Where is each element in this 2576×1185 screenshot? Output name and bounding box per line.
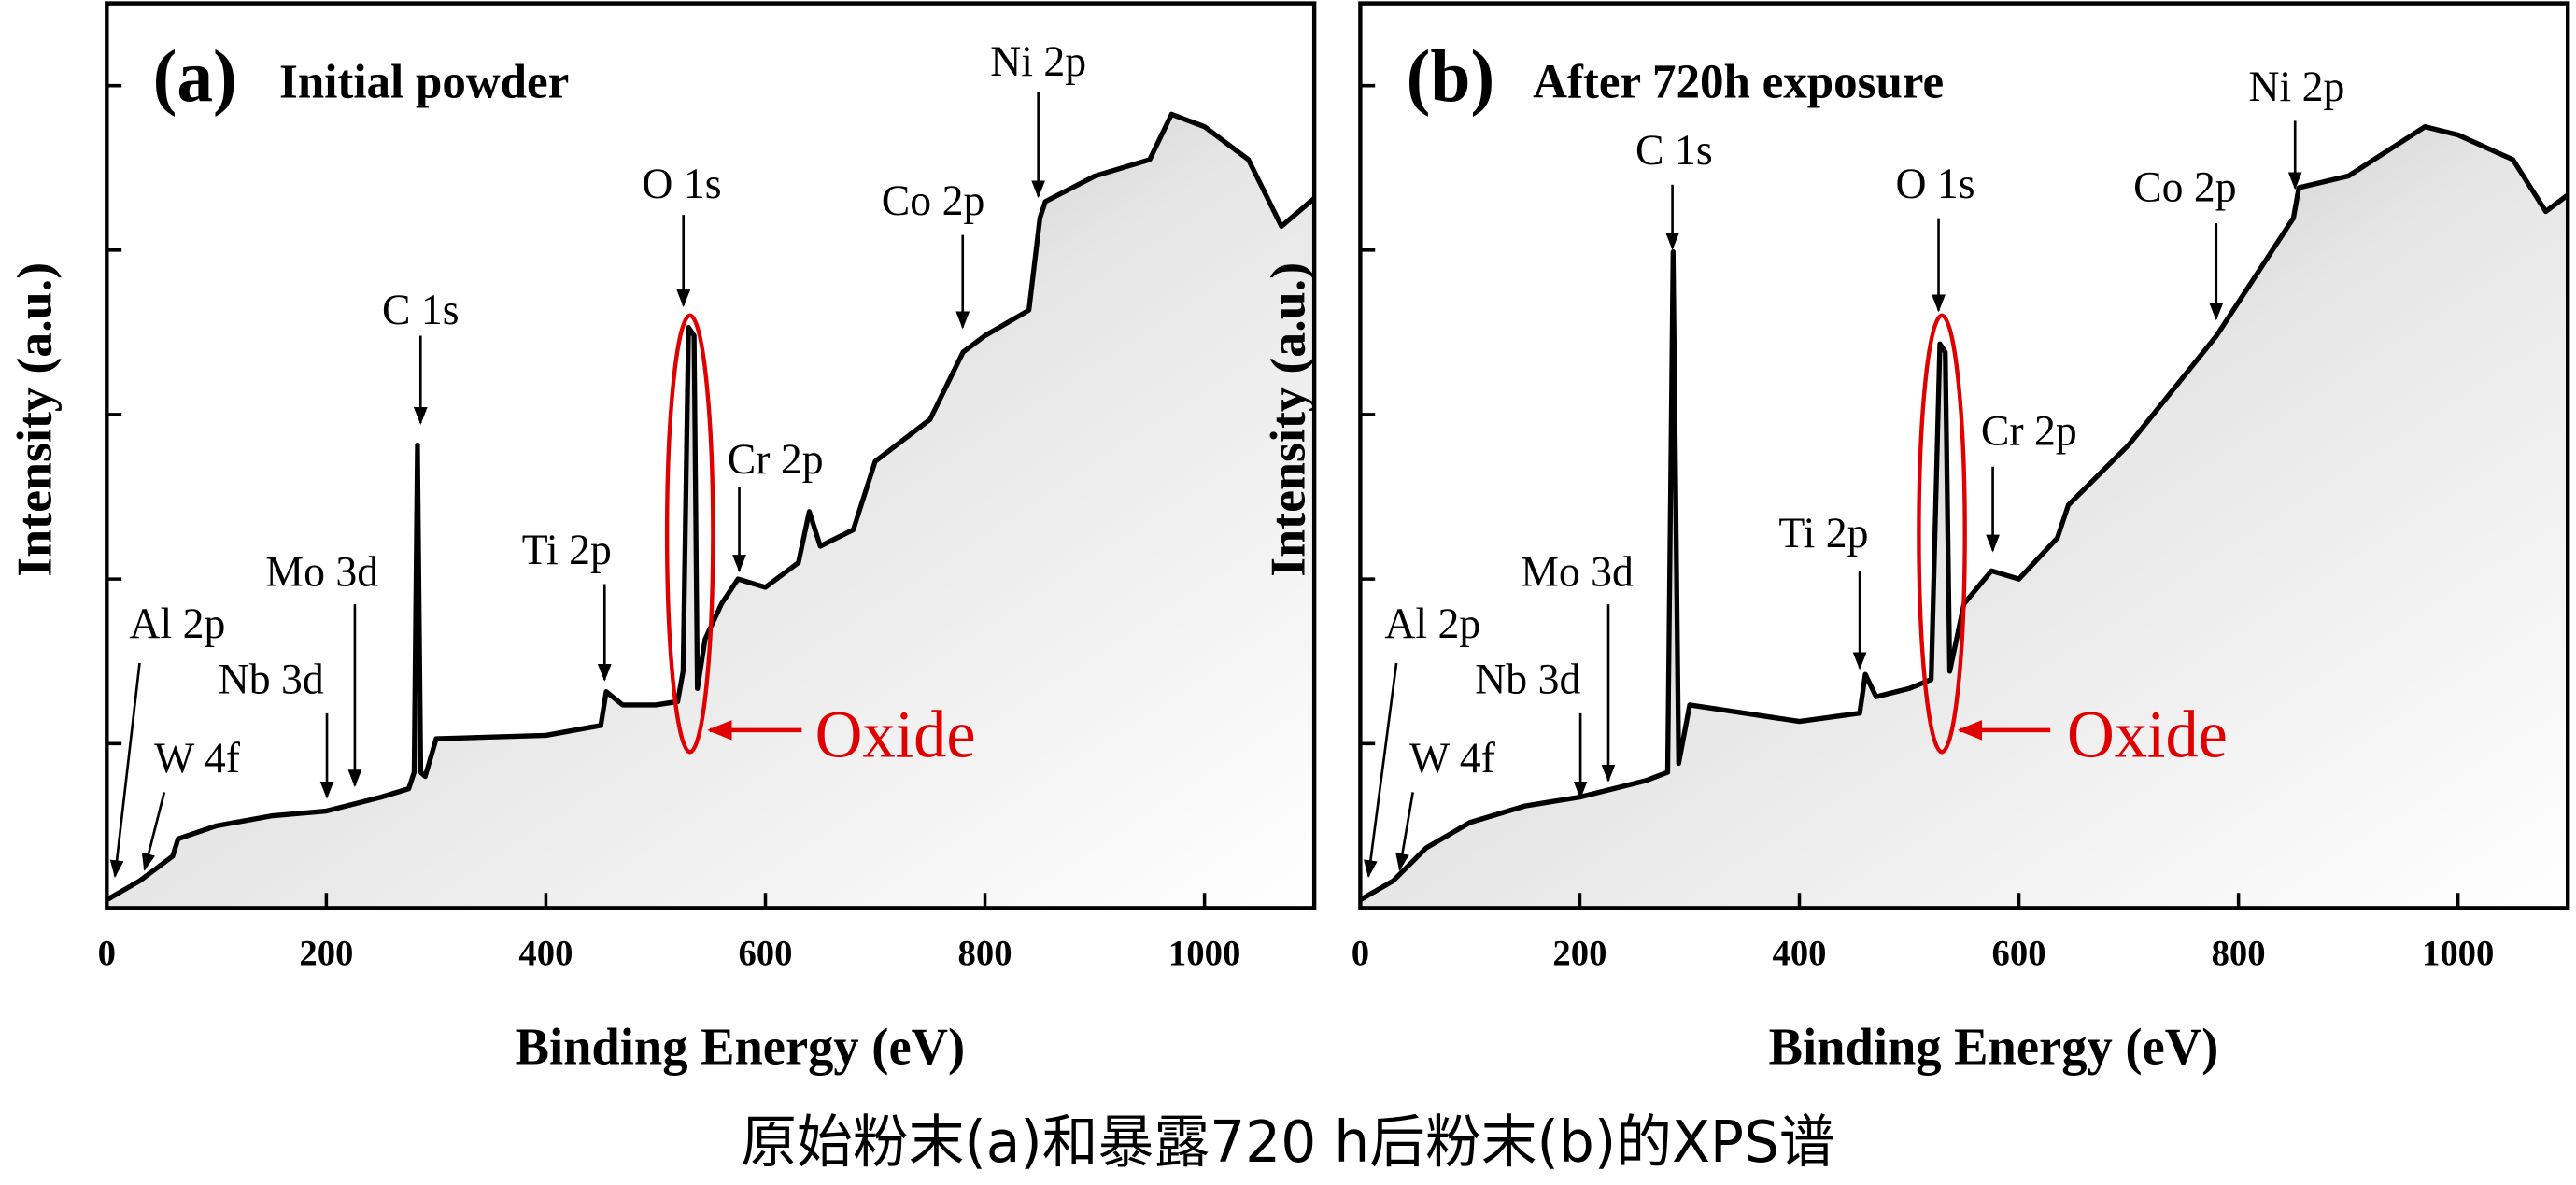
x-tick-label: 200 [1552, 933, 1606, 973]
area [106, 114, 1315, 909]
x-tick-label: 800 [2212, 933, 2266, 973]
oxide-ellipse [664, 313, 715, 755]
x-tick-label: 0 [1352, 933, 1369, 973]
oxide-ellipse [1917, 313, 1967, 755]
peak-label: O 1s [642, 160, 721, 208]
x-tick-label: 600 [738, 933, 792, 973]
plot-frame [1358, 1, 2570, 910]
peak-label: Cr 2p [728, 434, 824, 483]
y-axis-label: Intensity (a.u.) [7, 262, 62, 577]
spectrum-line [106, 111, 1316, 902]
x-tick-label: 400 [1772, 933, 1826, 973]
peak-label: Cr 2p [1981, 406, 2077, 455]
peak-label: O 1s [1895, 160, 1974, 208]
peak-label: Nb 3d [1475, 655, 1580, 703]
x-tick-label: 1000 [1168, 933, 1240, 973]
peak-label: C 1s [1635, 126, 1713, 175]
oxide-label: Oxide [2067, 698, 2228, 772]
peak-arrow [109, 662, 141, 879]
y-axis-label: Intensity (a.u.) [1260, 262, 1315, 577]
x-tick-label: 800 [958, 933, 1012, 973]
x-axis-label: Binding Energy (eV) [516, 1018, 966, 1076]
peak-label: C 1s [382, 285, 460, 333]
peak-label: Mo 3d [1521, 547, 1634, 596]
x-tick-label: 400 [518, 933, 573, 973]
panel-label: (b) [1407, 35, 1495, 117]
peak-label: Ti 2p [522, 526, 612, 574]
oxide-label: Oxide [815, 698, 976, 772]
x-tick-label: 600 [1992, 933, 2046, 973]
peak-label: Al 2p [130, 600, 226, 648]
panel-label: (a) [153, 35, 237, 117]
peak-arrow [1364, 662, 1398, 879]
peak-arrow [1395, 792, 1414, 871]
peak-label: Nb 3d [219, 655, 324, 703]
peak-label: Mo 3d [265, 547, 378, 596]
peak-label: Co 2p [2133, 162, 2237, 211]
caption: 原始粉末(a)和暴露720 h后粉末(b)的XPS谱 [741, 1109, 1834, 1176]
x-tick-label: 0 [98, 933, 116, 973]
x-axis-label: Binding Energy (eV) [1769, 1018, 2219, 1076]
peak-label: Co 2p [882, 176, 985, 225]
peak-arrow [141, 792, 166, 871]
panel-title: Initial powder [279, 55, 569, 109]
x-tick-label: 1000 [2422, 933, 2494, 973]
peak-label: W 4f [1409, 733, 1495, 782]
spectrum-line [1359, 124, 2569, 902]
plot-frame [105, 1, 1317, 910]
area [1360, 126, 2569, 909]
peak-label: Ni 2p [990, 36, 1086, 85]
panel-title: After 720h exposure [1533, 55, 1944, 109]
peak-label: Al 2p [1384, 600, 1480, 648]
x-tick-label: 200 [299, 933, 353, 973]
peak-label: Ni 2p [2249, 62, 2345, 110]
peak-label: Ti 2p [1778, 509, 1868, 557]
peak-label: W 4f [154, 733, 240, 782]
